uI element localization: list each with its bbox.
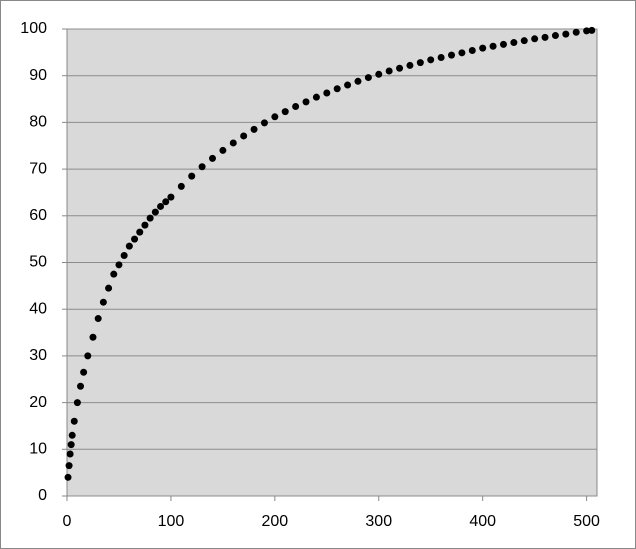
data-point (136, 228, 144, 236)
x-tick-label: 200 (261, 513, 288, 530)
data-point (406, 61, 414, 69)
data-point (64, 473, 72, 481)
data-point (385, 67, 393, 75)
y-tick-label: 100 (20, 20, 47, 37)
data-point (240, 132, 248, 140)
data-point (520, 37, 528, 45)
x-tick-label: 500 (573, 513, 600, 530)
data-point (260, 119, 268, 127)
data-point (68, 431, 76, 439)
data-point (66, 450, 74, 458)
data-point (271, 113, 279, 121)
data-point (448, 51, 456, 59)
data-point (131, 235, 139, 243)
data-point (364, 74, 372, 82)
data-point (188, 172, 196, 180)
data-point (588, 26, 596, 34)
data-point (89, 333, 97, 341)
x-tick-label: 300 (365, 513, 392, 530)
data-point (167, 193, 175, 201)
data-point (70, 417, 78, 425)
data-point (510, 39, 518, 47)
y-tick-label: 40 (29, 300, 47, 317)
data-point (437, 53, 445, 61)
data-point (427, 56, 435, 64)
data-point (94, 315, 102, 323)
x-tick-label: 0 (63, 513, 72, 530)
data-point (146, 214, 154, 222)
y-tick-label: 50 (29, 254, 47, 271)
y-tick-label: 60 (29, 207, 47, 224)
data-point (375, 70, 383, 78)
data-point (208, 154, 216, 162)
data-point (67, 441, 75, 449)
data-point (162, 198, 170, 206)
y-tick-label: 30 (29, 347, 47, 364)
y-tick-label: 20 (29, 394, 47, 411)
data-point (531, 35, 539, 43)
data-point (468, 46, 476, 54)
data-point (312, 93, 320, 101)
data-point (177, 182, 185, 190)
data-point (302, 98, 310, 106)
data-point (198, 163, 206, 171)
data-point (80, 368, 88, 376)
data-point (73, 399, 81, 407)
data-point (458, 49, 466, 57)
data-point (115, 261, 123, 269)
data-point (151, 208, 159, 216)
y-tick-label: 70 (29, 160, 47, 177)
data-point (572, 28, 580, 36)
data-point (77, 382, 85, 390)
data-point (84, 352, 92, 360)
data-point (105, 284, 113, 292)
data-point (499, 40, 507, 48)
data-point (120, 251, 128, 259)
data-point (344, 81, 352, 89)
data-point (323, 89, 331, 97)
data-point (551, 32, 559, 40)
x-tick-label: 400 (469, 513, 496, 530)
data-point (157, 202, 165, 210)
data-point (489, 42, 497, 50)
data-point (292, 103, 300, 111)
y-tick-label: 80 (29, 114, 47, 131)
data-point (333, 85, 341, 93)
data-point (110, 270, 118, 278)
y-tick-label: 10 (29, 441, 47, 458)
y-tick-label: 90 (29, 67, 47, 84)
data-point (541, 33, 549, 41)
data-point (99, 298, 107, 306)
data-point (562, 30, 570, 38)
data-point (479, 44, 487, 52)
y-tick-label: 0 (38, 487, 47, 504)
data-point (354, 77, 362, 85)
data-point (250, 125, 258, 133)
x-tick-label: 100 (158, 513, 185, 530)
data-point (219, 146, 227, 154)
data-point (396, 64, 404, 72)
data-point (229, 139, 237, 147)
data-point (141, 221, 149, 229)
data-point (125, 242, 133, 250)
data-point (281, 108, 289, 116)
data-point (583, 27, 591, 35)
data-point (65, 462, 73, 470)
data-point (416, 59, 424, 67)
